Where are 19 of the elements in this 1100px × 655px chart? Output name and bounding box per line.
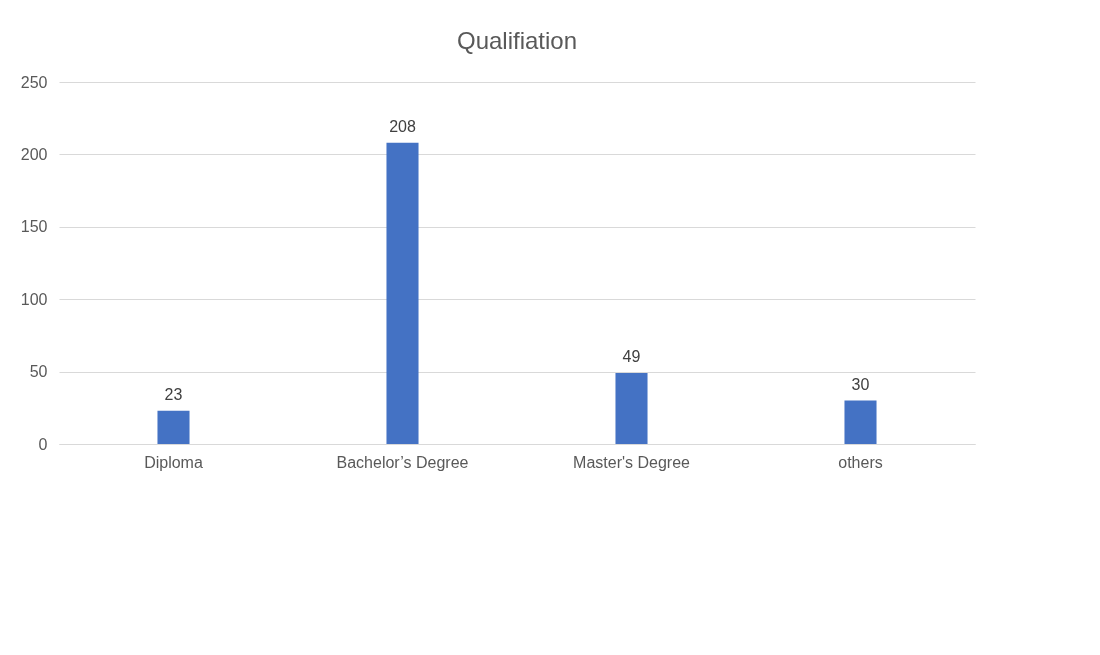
- x-tick-label: Bachelor’s Degree: [336, 453, 469, 471]
- bar: [386, 142, 419, 444]
- data-label: 49: [622, 348, 641, 366]
- y-tick-label: 0: [38, 435, 48, 453]
- bar: [615, 373, 648, 444]
- bar: [844, 400, 877, 444]
- data-label: 23: [164, 385, 183, 403]
- chart-title: Qualifiation: [456, 27, 578, 54]
- y-tick-label: 50: [29, 363, 48, 381]
- x-tick-label: Master's Degree: [573, 453, 691, 471]
- y-tick-label: 250: [20, 73, 48, 91]
- y-tick-label: 200: [20, 145, 48, 163]
- x-tick-label: others: [838, 453, 883, 471]
- data-label: 208: [389, 117, 416, 135]
- y-tick-label: 100: [20, 290, 48, 308]
- x-tick-label: Diploma: [144, 453, 203, 471]
- bar: [157, 410, 190, 444]
- data-label: 30: [851, 375, 870, 393]
- y-tick-label: 150: [20, 218, 48, 236]
